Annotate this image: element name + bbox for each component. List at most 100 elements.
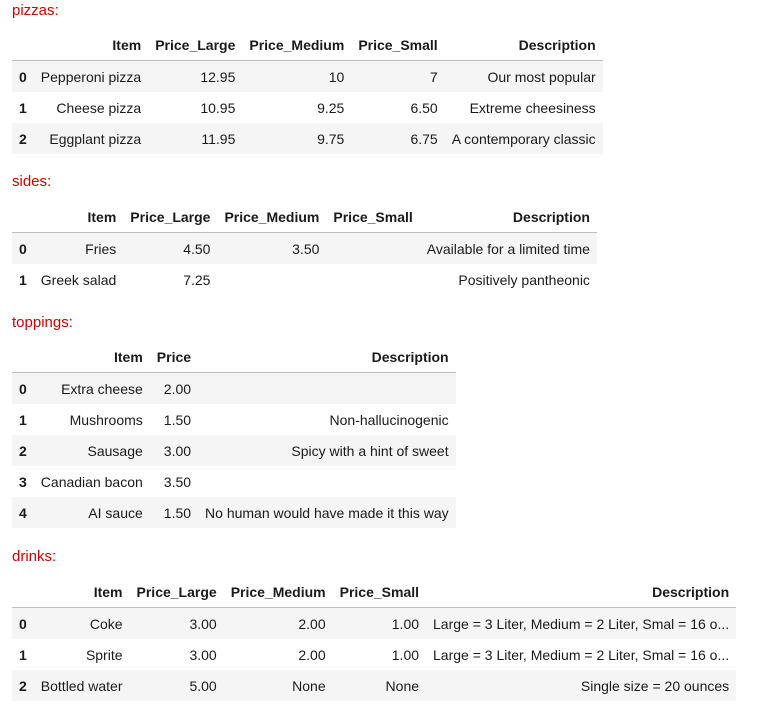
table-cell: 6.75	[410, 130, 438, 147]
table-row: 3 Canadian bacon 3.50	[12, 466, 456, 497]
table-cell: 11.95	[201, 130, 236, 147]
row-index: 1	[19, 99, 27, 116]
table-cell: Extra cheese	[61, 380, 143, 397]
table-cell: 3.00	[189, 646, 217, 663]
table-cell: 2.00	[298, 615, 326, 632]
column-header: Price_Medium	[223, 577, 333, 608]
table-row: 1 Sprite 3.00 2.00 1.00 Large = 3 Liter, Medi…	[12, 639, 737, 670]
table-cell: 2.00	[298, 646, 326, 663]
section-label-toppings: toppings:	[12, 314, 73, 331]
table-header-row: Item Price Description	[12, 342, 456, 373]
table-cell: 10.95	[200, 99, 236, 116]
table-cell: Eggplant pizza	[49, 130, 142, 147]
column-header: Item	[33, 30, 149, 61]
table-cell: A contemporary classic	[451, 130, 596, 147]
column-header: Item	[33, 202, 124, 233]
table-cell: 1.00	[391, 646, 420, 663]
table-header-row: Item Price_Large Price_Medium Price_Small De…	[12, 202, 597, 233]
table-row: 0 Pepperoni pizza 12.95 10 7 Our most popular	[12, 60, 603, 92]
table-cell: Coke	[89, 615, 123, 632]
table-cell: 4.50	[183, 240, 211, 257]
table-row: 1 Greek salad 7.25 Positively pantheonic	[12, 264, 597, 295]
index-header	[12, 577, 34, 608]
column-header: Description	[198, 342, 456, 373]
table-cell: 6.50	[410, 99, 438, 116]
column-header: Description	[426, 577, 737, 608]
table-sides: Item Price_Large Price_Medium Price_Small De…	[12, 202, 597, 295]
table-cell: Cheese pizza	[56, 99, 142, 116]
section-label-sides: sides:	[12, 173, 52, 190]
table-cell: 7.25	[183, 271, 211, 288]
table-header-row: Item Price_Large Price_Medium Price_Small De…	[12, 30, 603, 61]
table-cell: Our most popular	[487, 68, 596, 85]
table-cell: Large = 3 Liter, Medium = 2 Liter, Smal …	[433, 615, 730, 632]
column-header: Price_Large	[129, 577, 224, 608]
row-index: 1	[19, 646, 27, 663]
row-index: 2	[19, 130, 27, 147]
table-cell: 1.50	[163, 411, 192, 428]
row-index: 3	[19, 473, 27, 490]
table-cell: Available for a limited time	[426, 240, 590, 257]
column-header: Item	[33, 342, 150, 373]
column-header: Price_Large	[123, 202, 218, 233]
table-row: 1 Mushrooms 1.50 Non-hallucinogenic	[12, 404, 456, 435]
column-header: Price_Small	[326, 202, 420, 233]
row-index: 1	[19, 271, 27, 288]
table-cell: Bottled water	[40, 677, 123, 694]
section-label-pizzas: pizzas:	[12, 2, 59, 19]
column-header: Description	[419, 202, 597, 233]
table-pizzas: Item Price_Large Price_Medium Price_Small De…	[12, 30, 603, 154]
table-toppings: Item Price Description 0 Extra cheese 2.00 1 M…	[12, 342, 456, 528]
table-cell: Non-hallucinogenic	[329, 411, 449, 428]
row-index: 0	[19, 615, 27, 632]
table-cell: Fries	[85, 240, 117, 257]
table-row: 2 Eggplant pizza 11.95 9.75 6.75 A contempora…	[12, 123, 603, 154]
column-header: Item	[33, 577, 130, 608]
table-cell	[198, 373, 456, 405]
table-cell: 3.00	[163, 442, 192, 459]
table-row: 4 AI sauce 1.50 No human would have made it…	[12, 497, 456, 528]
table-cell	[198, 466, 456, 497]
table-cell	[326, 264, 419, 295]
table-cell: 9.75	[317, 130, 345, 147]
row-index: 2	[19, 677, 27, 694]
row-index: 2	[19, 442, 27, 459]
column-header: Price_Small	[351, 30, 445, 61]
table-cell: Extreme cheesiness	[469, 99, 596, 116]
column-header: Price_Medium	[217, 202, 327, 233]
column-header: Price	[149, 342, 199, 373]
table-cell: 2.00	[163, 380, 192, 397]
index-header	[12, 202, 34, 233]
index-header	[12, 30, 34, 61]
row-index: 0	[19, 68, 27, 85]
column-header: Description	[444, 30, 603, 61]
section-label-drinks: drinks:	[12, 548, 57, 565]
index-header	[12, 342, 34, 373]
table-cell: None	[385, 677, 420, 694]
table-cell: 10	[328, 68, 345, 85]
column-header: Price_Large	[148, 30, 243, 61]
table-cell: 9.25	[317, 99, 345, 116]
table-row: 0 Fries 4.50 3.50 Available for a limited ti…	[12, 232, 597, 265]
table-cell: Single size = 20 ounces	[580, 677, 730, 694]
table-cell: No human would have made it this way	[205, 504, 449, 521]
table-cell: 3.50	[292, 240, 320, 257]
table-cell	[326, 233, 419, 265]
table-row: 0 Coke 3.00 2.00 1.00 Large = 3 Liter, Medium…	[12, 607, 737, 639]
table-drinks: Item Price_Large Price_Medium Price_Small De…	[12, 577, 737, 701]
table-cell: Pepperoni pizza	[40, 68, 142, 85]
table-cell: 5.00	[189, 677, 217, 694]
table-row: 2 Sausage 3.00 Spicy with a hint of sweet	[12, 435, 456, 466]
table-cell: 3.50	[163, 473, 192, 490]
table-cell: Spicy with a hint of sweet	[291, 442, 449, 459]
table-cell: 1.00	[391, 615, 420, 632]
row-index: 0	[19, 380, 27, 397]
table-cell: Sausage	[87, 442, 143, 459]
row-index: 1	[19, 411, 27, 428]
table-cell: Positively pantheonic	[458, 271, 590, 288]
table-cell: Canadian bacon	[40, 473, 143, 490]
row-index: 4	[19, 504, 27, 521]
table-cell: None	[292, 677, 326, 694]
table-cell: 3.00	[189, 615, 217, 632]
